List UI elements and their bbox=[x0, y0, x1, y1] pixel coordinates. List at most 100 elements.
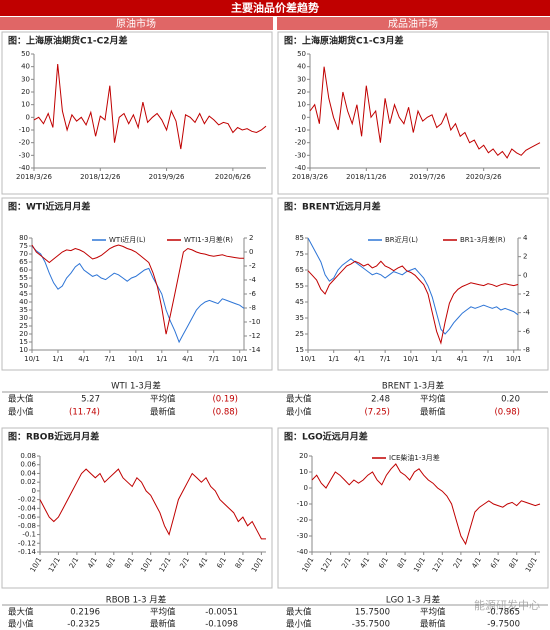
y2-tick-label: 4 bbox=[523, 234, 528, 242]
x-tick-label: 4/1 bbox=[86, 556, 99, 570]
y-tick-label: 40 bbox=[19, 298, 28, 306]
x-tick-label: 4/1 bbox=[470, 556, 483, 570]
x-tick-label: 12/1 bbox=[47, 556, 62, 574]
chart-title: 图：上海原油期货C1-C2月差 bbox=[8, 35, 127, 47]
table-cell: 平均值 bbox=[150, 607, 176, 618]
y-tick-label: 80 bbox=[19, 234, 28, 242]
y-tick-label: -0.02 bbox=[18, 496, 36, 504]
legend-label: BR1-3月差(R) bbox=[460, 235, 506, 244]
y-tick-label: 50 bbox=[297, 50, 306, 58]
legend-label: WTI1-3月差(R) bbox=[184, 235, 233, 244]
y-tick-label: -0.1 bbox=[22, 531, 36, 539]
table-cell: 最大值 bbox=[8, 607, 34, 618]
x-tick-label: 1/1 bbox=[328, 355, 339, 363]
chart-title: 图：BRENT近远月月差 bbox=[284, 201, 381, 213]
table-cell: -35.7500 bbox=[352, 620, 390, 630]
y2-tick-label: -12 bbox=[249, 332, 260, 340]
series-line bbox=[33, 64, 267, 150]
y-tick-label: 10 bbox=[21, 101, 30, 109]
table-cell: 最大值 bbox=[286, 394, 312, 405]
y-tick-label: 55 bbox=[295, 282, 304, 290]
y2-tick-label: -4 bbox=[523, 309, 531, 317]
y2-tick-label: -2 bbox=[523, 290, 530, 298]
y2-tick-label: -14 bbox=[249, 346, 261, 354]
x-tick-label: 4/1 bbox=[354, 355, 365, 363]
y-tick-label: -10 bbox=[295, 126, 306, 134]
x-tick-label: 7/1 bbox=[208, 355, 219, 363]
y-tick-label: 0.08 bbox=[20, 452, 36, 460]
panel bbox=[1, 197, 273, 371]
x-tick-label: 10/1 bbox=[232, 355, 248, 363]
x-tick-label: 1/1 bbox=[431, 355, 442, 363]
table-cell: (0.98) bbox=[494, 408, 520, 418]
y-tick-label: -0.14 bbox=[18, 548, 37, 556]
y-tick-label: 55 bbox=[19, 274, 28, 282]
y-tick-label: -40 bbox=[19, 164, 30, 172]
x-tick-label: 2/1 bbox=[340, 556, 353, 570]
table-cell: (0.19) bbox=[212, 395, 238, 405]
y-tick-label: 0 bbox=[32, 487, 36, 495]
y-tick-label: 75 bbox=[19, 242, 28, 250]
table-title: LGO 1-3 月差 bbox=[386, 595, 440, 606]
x-tick-label: 8/1 bbox=[396, 556, 409, 570]
table-title: BRENT 1-3月差 bbox=[382, 381, 444, 392]
y-tick-label: 10 bbox=[299, 468, 308, 476]
x-tick-label: 4/1 bbox=[457, 355, 468, 363]
table-cell: 平均值 bbox=[150, 394, 176, 405]
y-tick-label: -30 bbox=[297, 532, 308, 540]
x-tick-label: 10/1 bbox=[301, 556, 316, 574]
y-tick-label: 45 bbox=[295, 298, 304, 306]
table-cell: 平均值 bbox=[420, 607, 446, 618]
table-cell: 0.2196 bbox=[70, 608, 100, 618]
table-cell: -0.0051 bbox=[205, 608, 238, 618]
table-cell: 15.7500 bbox=[355, 608, 390, 618]
y2-tick-label: -8 bbox=[249, 304, 256, 312]
x-tick-label: 8/1 bbox=[508, 556, 521, 570]
x-tick-label: 10/1 bbox=[139, 556, 154, 574]
y-tick-label: 0.02 bbox=[20, 478, 36, 486]
y-tick-label: 75 bbox=[295, 250, 304, 258]
table-title: RBOB 1-3 月差 bbox=[106, 595, 166, 606]
x-tick-label: 2019/9/26 bbox=[149, 173, 185, 181]
y2-tick-label: 2 bbox=[249, 234, 253, 242]
banner bbox=[0, 0, 550, 16]
y-tick-label: 10 bbox=[19, 346, 28, 354]
chart-title: 图：LGO近远月月差 bbox=[284, 431, 368, 443]
y-tick-label: 30 bbox=[297, 75, 306, 83]
panel bbox=[1, 427, 273, 589]
x-tick-label: 10/1 bbox=[506, 355, 522, 363]
y2-tick-label: -2 bbox=[249, 262, 256, 270]
section-title: 原油市场 bbox=[116, 17, 156, 30]
watermark: 能源研发中心 bbox=[474, 598, 540, 612]
y-tick-label: -40 bbox=[297, 548, 308, 556]
x-tick-label: 2/1 bbox=[452, 556, 465, 570]
x-tick-label: 7/1 bbox=[482, 355, 493, 363]
y-tick-label: -10 bbox=[297, 500, 308, 508]
y-tick-label: 85 bbox=[295, 234, 304, 242]
series-line bbox=[311, 463, 541, 546]
series-line bbox=[309, 66, 541, 159]
table-cell: (11.74) bbox=[69, 408, 100, 418]
y2-tick-label: 2 bbox=[523, 253, 527, 261]
legend-label: BR近月(L) bbox=[385, 235, 418, 244]
y-tick-label: 30 bbox=[19, 314, 28, 322]
table-cell: 0.20 bbox=[501, 395, 520, 405]
y-tick-label: 0.04 bbox=[20, 469, 36, 477]
y-tick-label: -40 bbox=[295, 164, 306, 172]
y-tick-label: 25 bbox=[295, 330, 304, 338]
y-tick-label: 25 bbox=[19, 322, 28, 330]
y-tick-label: -30 bbox=[19, 151, 30, 159]
x-tick-label: 2/1 bbox=[178, 556, 191, 570]
table-cell: 平均值 bbox=[420, 394, 446, 405]
y-tick-label: -10 bbox=[19, 126, 30, 134]
section-bar bbox=[0, 17, 273, 30]
x-tick-label: 6/1 bbox=[377, 556, 390, 570]
chart-title: 图：RBOB近远月月差 bbox=[8, 431, 99, 443]
x-tick-label: 4/1 bbox=[359, 556, 372, 570]
table-cell: 最大值 bbox=[8, 394, 34, 405]
x-tick-label: 1/1 bbox=[156, 355, 167, 363]
y2-tick-label: 0 bbox=[523, 271, 527, 279]
table-cell: 最小值 bbox=[8, 407, 34, 418]
table-cell: 最大值 bbox=[286, 607, 312, 618]
